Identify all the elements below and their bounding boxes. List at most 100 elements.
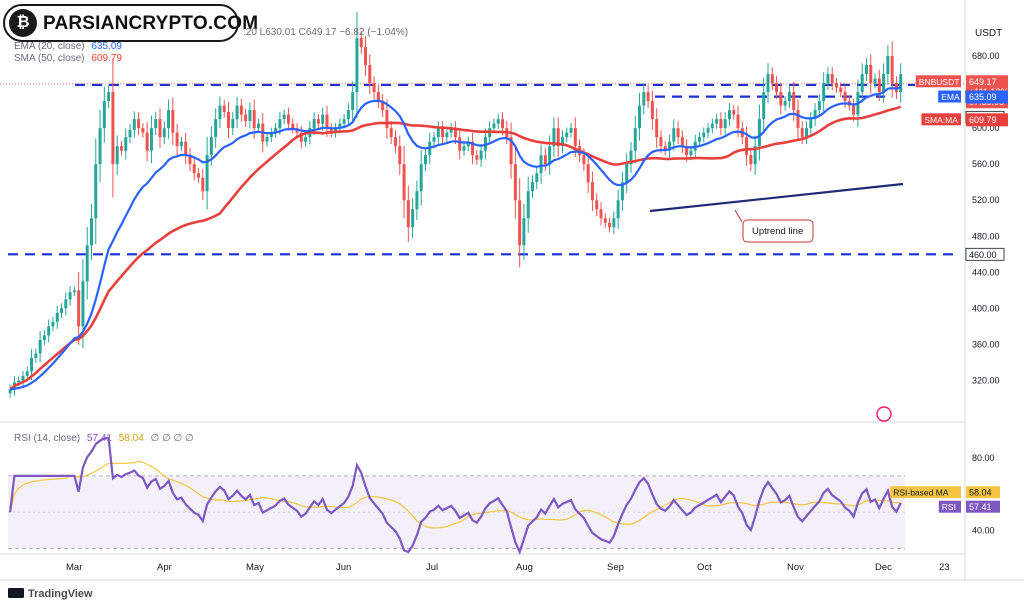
candle-body — [94, 164, 98, 219]
ema-legend-value: 635.09 — [91, 41, 122, 52]
candle-body — [107, 92, 111, 102]
price-tag-value: 649.17 — [969, 77, 997, 87]
candle-body — [612, 218, 616, 228]
candle-body — [638, 105, 642, 129]
rsi-tick-label: 80.00 — [972, 453, 995, 463]
candle-body — [38, 339, 42, 354]
candle-body — [736, 114, 740, 129]
candle-body — [239, 105, 243, 115]
candle-body — [77, 290, 81, 327]
rsi-tag-name-box — [890, 486, 961, 499]
candle-body — [68, 292, 72, 300]
price-tag-box — [966, 113, 1008, 127]
ema-legend[interactable]: EMA (20, close) 635.09 — [14, 41, 122, 52]
rsi-ma-legend-value: 58.04 — [118, 433, 144, 444]
candle-body — [762, 92, 766, 120]
candle-body — [124, 137, 128, 151]
candle-body — [312, 119, 316, 129]
candle-body — [659, 137, 663, 147]
candle-body — [548, 146, 552, 165]
candle-body — [385, 110, 389, 129]
candle-body — [479, 150, 483, 160]
candle-body — [274, 128, 278, 133]
candle-body — [432, 137, 436, 142]
time-axis-label: Aug — [516, 562, 533, 573]
candle-body — [706, 128, 710, 133]
candle-body — [188, 155, 192, 165]
candle-body — [616, 200, 620, 219]
candle-body — [355, 38, 359, 93]
candle-body — [329, 128, 333, 133]
candle-body — [817, 101, 821, 111]
candle-body — [787, 92, 791, 102]
candle-body — [342, 119, 346, 124]
price-tick-label: 600.00 — [972, 123, 1000, 133]
candle-body — [128, 129, 132, 138]
candle-body — [501, 119, 505, 129]
candle-body — [732, 110, 736, 115]
candle-body — [244, 114, 248, 121]
candle-body — [415, 191, 419, 210]
price-tag-box — [966, 90, 1008, 104]
candle-body — [839, 87, 843, 93]
candle-body — [642, 92, 646, 106]
candle-body — [209, 137, 213, 156]
candle-body — [689, 150, 693, 156]
candle-body — [822, 83, 826, 102]
candle-body — [531, 182, 534, 192]
candle-body — [518, 200, 522, 246]
candle-body — [834, 83, 838, 88]
time-axis-label: Sep — [607, 562, 624, 573]
candle-body — [419, 164, 423, 192]
candle-body — [89, 218, 93, 246]
candle-body — [697, 137, 701, 142]
candle-body — [25, 371, 29, 376]
time-axis-label: 23 — [939, 562, 950, 573]
candle-body — [770, 74, 774, 84]
candle-body — [137, 119, 141, 129]
candle-body — [685, 146, 689, 156]
candle-body — [560, 137, 564, 147]
tradingview-icon — [8, 588, 24, 598]
candle-body — [453, 128, 457, 138]
level-price-tag-label: 460.00 — [969, 250, 997, 260]
candle-body — [17, 380, 21, 383]
candle-body — [8, 389, 12, 394]
rsi-tick-label: 40.00 — [972, 525, 995, 535]
candle-body — [796, 110, 800, 129]
candle-body — [569, 128, 573, 133]
candle-body — [890, 56, 894, 84]
rsi-tag-name: RSI-based MA — [893, 488, 949, 498]
candle-body — [51, 321, 55, 327]
ohlc-readout: .20 L630.01 C649.17 −6.82 (−1.04%) — [243, 27, 409, 38]
ema-legend-label: EMA (20, close) — [14, 41, 85, 52]
time-axis-label: May — [246, 562, 264, 573]
candle-body — [197, 173, 201, 178]
candle-body — [539, 155, 543, 174]
rsi-ma-line — [9, 460, 901, 529]
candle-body — [227, 111, 231, 129]
candle-body — [72, 290, 76, 293]
rsi-legend[interactable]: RSI (14, close) 57.41 58.04 ∅ ∅ ∅ ∅ — [14, 433, 194, 444]
price-tag-value: 635.09 — [969, 92, 997, 102]
candle-body — [175, 132, 179, 147]
sma-legend[interactable]: SMA (50, close) 609.79 — [14, 53, 122, 64]
candle-body — [595, 200, 599, 210]
annotation-label: Uptrend line — [752, 226, 803, 237]
candle-body — [676, 128, 680, 138]
candle-body — [475, 155, 479, 160]
candle-body — [775, 83, 779, 93]
candle-body — [436, 128, 440, 138]
rsi-tag-value: 57.41 — [969, 502, 992, 512]
candle-body — [590, 182, 594, 201]
rsi-legend-value: 57.41 — [86, 433, 112, 444]
rsi-tag-name: RSI — [942, 502, 956, 512]
candle-body — [402, 164, 406, 201]
candle-body — [201, 177, 205, 192]
candle-body — [749, 155, 753, 165]
rsi-line — [9, 436, 902, 556]
candle-body — [633, 128, 637, 151]
tradingview-brand[interactable]: TradingView — [8, 588, 93, 600]
candle-body — [381, 101, 385, 111]
